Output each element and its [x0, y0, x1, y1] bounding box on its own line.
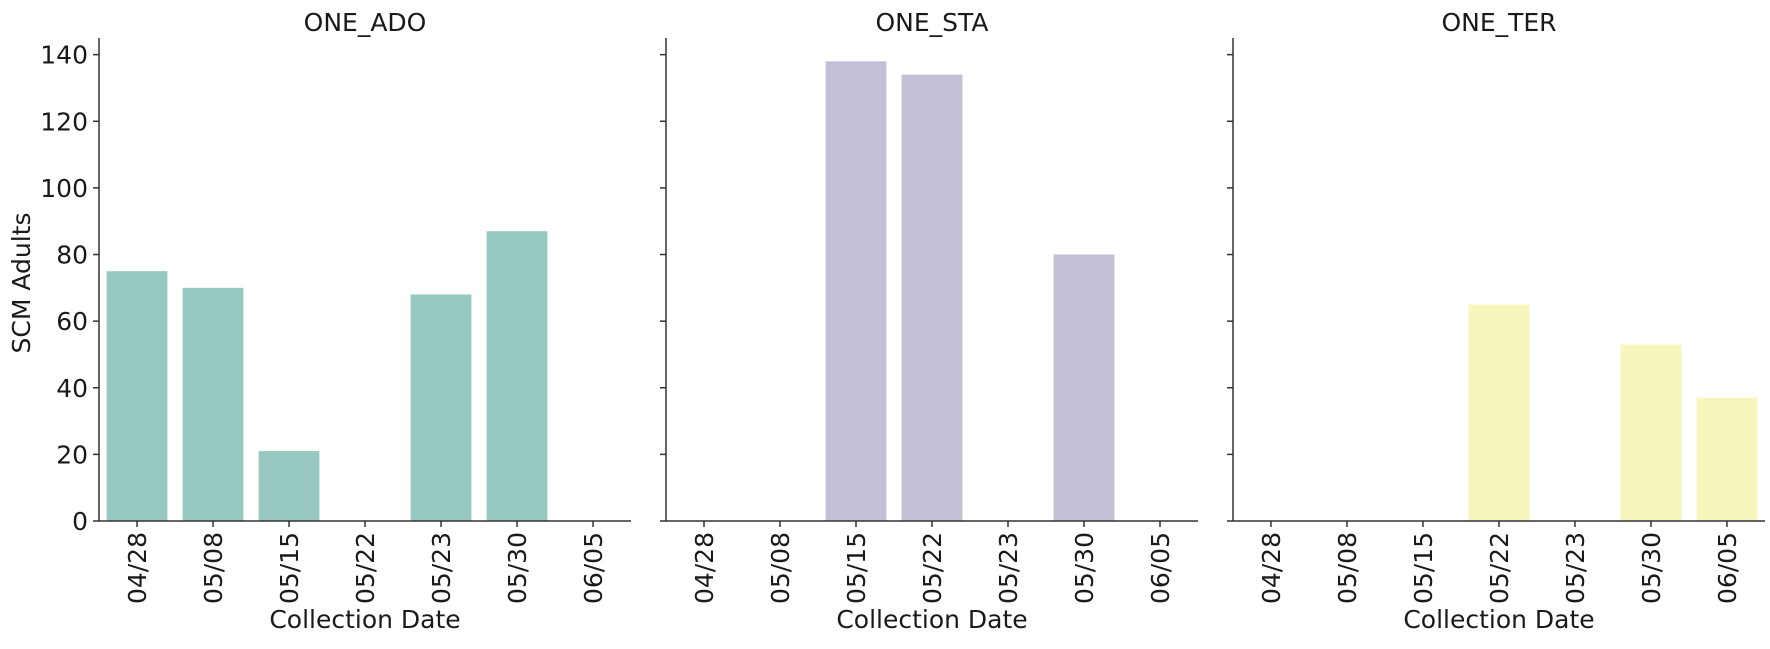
x-axis-label: Collection Date	[269, 605, 460, 634]
x-tick-label: 05/22	[351, 532, 380, 604]
y-tick-label: 80	[56, 241, 88, 270]
bar	[901, 74, 963, 521]
x-tick-label: 05/08	[766, 532, 795, 604]
y-tick-label: 40	[56, 374, 88, 403]
y-tick-label: 120	[40, 107, 88, 136]
panel-title: ONE_TER	[1441, 8, 1556, 37]
x-tick-label: 05/30	[1070, 532, 1099, 604]
x-tick-label: 05/23	[1561, 532, 1590, 604]
x-tick-label: 05/30	[503, 532, 532, 604]
y-tick-label: 20	[56, 440, 88, 469]
bar	[182, 287, 244, 521]
x-tick-label: 05/23	[994, 532, 1023, 604]
bar	[486, 231, 548, 521]
y-tick-label: 0	[72, 507, 88, 536]
panel-title: ONE_ADO	[304, 8, 427, 37]
bar	[106, 271, 168, 521]
x-axis-label: Collection Date	[836, 605, 1027, 634]
bar	[410, 294, 472, 521]
x-tick-label: 06/05	[1146, 532, 1175, 604]
x-tick-label: 05/15	[842, 532, 871, 604]
x-tick-label: 05/30	[1637, 532, 1666, 604]
x-axis-label: Collection Date	[1403, 605, 1594, 634]
bar	[1053, 254, 1115, 521]
bar	[1468, 304, 1530, 521]
x-tick-label: 05/15	[1409, 532, 1438, 604]
x-tick-label: 04/28	[123, 532, 152, 604]
bar	[258, 451, 320, 521]
panel-title: ONE_STA	[876, 8, 989, 37]
x-tick-label: 05/08	[199, 532, 228, 604]
x-tick-label: 05/23	[427, 532, 456, 604]
bar	[825, 61, 887, 522]
x-tick-label: 05/15	[275, 532, 304, 604]
y-tick-label: 60	[56, 307, 88, 336]
x-tick-label: 05/22	[918, 532, 947, 604]
x-tick-label: 05/08	[1333, 532, 1362, 604]
bar	[1696, 397, 1758, 521]
y-tick-label: 140	[40, 41, 88, 70]
bar	[1620, 344, 1682, 521]
x-tick-label: 04/28	[690, 532, 719, 604]
y-axis-label: SCM Adults	[7, 213, 36, 354]
y-tick-label: 100	[40, 174, 88, 203]
x-tick-label: 06/05	[1713, 532, 1742, 604]
x-tick-label: 05/22	[1485, 532, 1514, 604]
x-tick-label: 06/05	[579, 532, 608, 604]
x-tick-label: 04/28	[1257, 532, 1286, 604]
